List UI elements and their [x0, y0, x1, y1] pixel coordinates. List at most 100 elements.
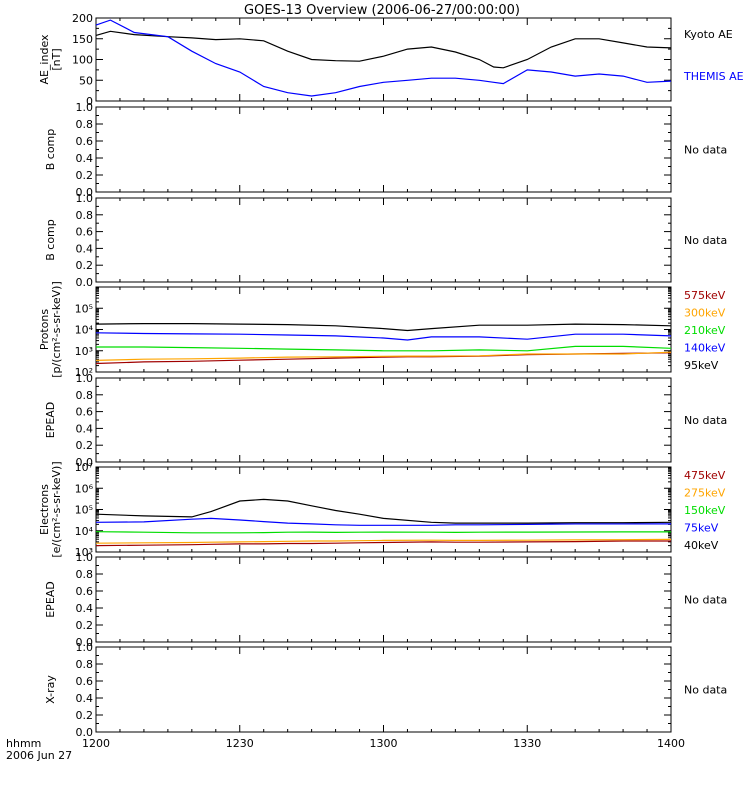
panel-ae: 0 50 100 150 200 AE_index [nT] Kyoto AE THEMIS A… — [38, 12, 744, 108]
y-tick-label: 0.2 — [76, 169, 94, 182]
panel-b1: 0.0 0.2 0.4 0.6 0.8 1.0 B comp No data — [44, 101, 727, 199]
series-line-kyoto-ae — [95, 30, 672, 69]
legend-entry: 140keV — [684, 342, 726, 355]
y-tick-label: 50 — [79, 74, 93, 87]
y-tick-label: 100 — [72, 54, 93, 67]
y-tick-label: 0.4 — [76, 152, 94, 165]
y-tick-label: 0.2 — [76, 259, 94, 272]
panel-frame — [95, 17, 672, 102]
series-line-themis-ae — [95, 19, 672, 97]
series-line-275kev — [95, 538, 672, 544]
no-data-label: No data — [684, 144, 727, 157]
y-tick-label: 0.2 — [76, 619, 94, 632]
y-tick-label: 1.0 — [76, 101, 94, 114]
date-label: 2006 Jun 27 — [6, 749, 72, 762]
panel-epead1: 0.0 0.2 0.4 0.6 0.8 1.0 EPEAD No data — [44, 372, 727, 469]
series-line-210kev — [96, 345, 672, 352]
series-line-75kev — [95, 517, 671, 526]
y-tick-label: 0.8 — [76, 658, 94, 671]
y-axis-label: EPEAD — [44, 581, 57, 618]
y-tick-label: 10⁶ — [75, 482, 94, 495]
y-tick-label: 0.6 — [76, 675, 94, 688]
panel-frame — [95, 466, 672, 553]
y-tick-label: 10³ — [75, 546, 93, 559]
y-axis-label: X-ray — [44, 675, 57, 704]
y-axis-label: [p/(cm²-s-sr-keV)] — [50, 281, 63, 378]
x-tick-label: 1300 — [370, 737, 398, 750]
no-data-label: No data — [684, 684, 727, 697]
time-axis: 1200 1230 1300 1330 1400 — [82, 737, 685, 750]
y-tick-label: 0.8 — [76, 389, 94, 402]
panel-frame — [95, 106, 672, 193]
series-line-95kev — [95, 323, 672, 332]
y-tick-label: 1.0 — [76, 192, 94, 205]
y-tick-label: 0.6 — [76, 406, 94, 419]
series-line-140kev — [95, 332, 672, 341]
y-tick-label: 10³ — [75, 345, 93, 358]
x-tick-label: 1330 — [513, 737, 541, 750]
y-axis-label: AE_index — [38, 34, 51, 85]
legend-entry: 150keV — [684, 504, 726, 517]
no-data-label: No data — [684, 594, 727, 607]
y-axis-label: Protons — [38, 309, 51, 350]
y-tick-label: 1.0 — [76, 551, 94, 564]
y-tick-label: 0.6 — [76, 226, 94, 239]
y-tick-label: 0.2 — [76, 709, 94, 722]
y-tick-label: 0.6 — [76, 585, 94, 598]
plot-title: GOES-13 Overview (2006-06-27/00:00:00) — [244, 3, 520, 18]
y-tick-label: 0.0 — [76, 276, 94, 289]
y-tick-label: 0.4 — [76, 242, 94, 255]
y-tick-label: 10⁵ — [75, 504, 93, 517]
y-tick-label: 1.0 — [76, 372, 94, 385]
legend-entry: 475keV — [684, 469, 726, 482]
no-data-label: No data — [684, 234, 727, 247]
y-axis-label: B comp — [44, 129, 57, 171]
y-tick-label: 10² — [75, 366, 93, 379]
series-line-475kev — [95, 540, 671, 547]
legend-entry: 95keV — [684, 359, 719, 372]
y-tick-label: 0.0 — [76, 186, 94, 199]
y-tick-label: 0.0 — [76, 726, 94, 739]
series-line-300kev — [95, 351, 672, 361]
y-tick-label: 0.6 — [76, 135, 94, 148]
y-axis-label: EPEAD — [44, 402, 57, 439]
panel-frame — [95, 646, 672, 733]
y-tick-label: 0.8 — [76, 568, 94, 581]
panel-electrons: 10³ 10⁴ 10⁵ 10⁶ 10⁷ Electrons [e/(cm²-s-sr-keV… — [38, 461, 726, 559]
panel-frame — [95, 197, 672, 283]
y-tick-label: 10⁴ — [75, 324, 94, 337]
time-unit-label: hhmm — [6, 737, 41, 750]
y-axis-label: B comp — [44, 219, 57, 261]
legend-entry: 575keV — [684, 289, 726, 302]
legend-entry: 40keV — [684, 539, 719, 552]
y-tick-label: 0 — [86, 95, 93, 108]
y-tick-label: 0.8 — [76, 209, 94, 222]
y-tick-label: 0.0 — [76, 456, 94, 469]
y-tick-label: 10⁵ — [75, 302, 93, 315]
panel-b2: 0.0 0.2 0.4 0.6 0.8 1.0 B comp No data — [44, 192, 727, 289]
panel-xray: 0.0 0.2 0.4 0.6 0.8 1.0 X-ray No data — [44, 641, 727, 739]
no-data-label: No data — [684, 414, 727, 427]
panels-group: 0 50 100 150 200 AE_index [nT] Kyoto AE THEMIS A… — [38, 12, 744, 739]
panel-frame — [95, 556, 672, 643]
y-tick-label: 0.0 — [76, 636, 94, 649]
x-tick-label: 1230 — [226, 737, 254, 750]
y-tick-label: 0.8 — [76, 118, 94, 131]
x-tick-label: 1400 — [657, 737, 685, 750]
y-tick-label: 0.2 — [76, 439, 94, 452]
panel-frame — [95, 377, 672, 463]
y-tick-label: 200 — [72, 12, 93, 25]
legend-entry: THEMIS AE — [683, 70, 744, 83]
y-tick-label: 150 — [72, 33, 93, 46]
legend-entry: 300keV — [684, 307, 726, 320]
legend-entry: Kyoto AE — [684, 28, 733, 41]
y-tick-label: 0.4 — [76, 692, 94, 705]
y-axis-label: [nT] — [50, 48, 63, 70]
series-line-150kev — [95, 531, 671, 534]
y-tick-label: 10⁷ — [75, 461, 93, 474]
legend-entry: 210keV — [684, 324, 726, 337]
legend-entry: 275keV — [684, 487, 726, 500]
panel-protons: 10² 10³ 10⁴ 10⁵ Protons [p/(cm²-s-sr-keV)] 575… — [38, 281, 726, 379]
series-line-40kev — [95, 498, 672, 524]
x-tick-label: 1200 — [82, 737, 110, 750]
